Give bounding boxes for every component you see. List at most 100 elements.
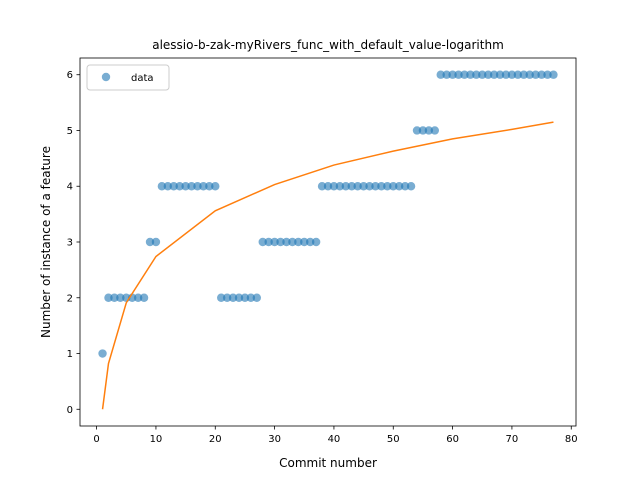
data-point (234, 293, 244, 302)
x-tick-label: 10 (150, 434, 163, 445)
data-point (341, 182, 350, 191)
plot-area: 0 10 20 30 40 50 60 70 80 0 1 2 3 4 5 6 data (67, 57, 578, 445)
data-point (157, 182, 167, 191)
axes-frame (79, 57, 577, 427)
data-point (460, 70, 469, 79)
data-point (169, 182, 178, 191)
data-point (133, 293, 143, 302)
data-point (549, 70, 558, 79)
legend-label: data (131, 73, 154, 84)
data-point (466, 70, 475, 79)
data-point (543, 70, 552, 79)
data-point (335, 182, 345, 191)
data-point (472, 70, 481, 79)
data-point (507, 70, 517, 79)
data-point (371, 182, 380, 191)
data-point (394, 182, 404, 191)
data-point (412, 126, 422, 135)
data-point (478, 70, 487, 79)
data-point (424, 126, 434, 135)
data-point (406, 182, 416, 191)
data-point (300, 237, 309, 247)
data-point (139, 293, 149, 302)
data-point (329, 182, 339, 191)
data-point (359, 182, 368, 191)
data-point (525, 70, 534, 79)
data-point (418, 126, 428, 135)
data-point (98, 349, 107, 358)
x-tick-label: 60 (446, 434, 459, 445)
data-point (246, 293, 256, 302)
y-tick-label: 2 (67, 293, 73, 304)
data-point (110, 293, 119, 302)
data-point (211, 182, 220, 191)
data-point (377, 182, 386, 191)
data-point (489, 70, 499, 79)
data-point (311, 237, 321, 247)
chart-title: alessio-b-zak-myRivers_func_with_default… (152, 38, 504, 52)
x-tick-label: 70 (506, 434, 519, 445)
data-point (436, 70, 445, 79)
data-point (199, 182, 208, 191)
x-tick-label: 20 (209, 434, 222, 445)
data-point (175, 182, 184, 191)
data-point (193, 182, 202, 191)
x-tick-label: 40 (328, 434, 341, 445)
y-tick-label: 5 (67, 126, 73, 137)
data-point (252, 293, 262, 302)
data-point (365, 182, 374, 191)
y-tick-label: 0 (67, 405, 73, 416)
y-tick-label: 4 (67, 182, 73, 193)
data-point (383, 182, 392, 191)
x-axis-label: Commit number (279, 456, 377, 470)
data-point (531, 70, 540, 79)
x-tick-label: 80 (565, 434, 578, 445)
fit-line (101, 121, 554, 410)
legend: data (86, 64, 170, 91)
data-point (519, 70, 528, 79)
data-point (495, 70, 505, 79)
data-point (454, 70, 463, 79)
data-point (228, 293, 238, 302)
data-point (442, 70, 451, 79)
data-point (400, 182, 410, 191)
data-point (306, 237, 315, 247)
y-tick-label: 3 (67, 238, 73, 249)
x-tick-label: 50 (387, 434, 400, 445)
data-point (264, 237, 273, 247)
data-point (323, 182, 333, 191)
y-tick-label: 6 (67, 70, 73, 81)
x-tick-label: 30 (268, 434, 281, 445)
data-point (145, 237, 155, 247)
data-point (217, 293, 226, 302)
data-point (353, 182, 362, 191)
data-point (116, 293, 125, 302)
legend-marker (101, 72, 111, 82)
data-point (430, 126, 439, 135)
data-point (347, 182, 356, 191)
data-point (317, 182, 327, 191)
data-point (181, 182, 190, 191)
data-point (448, 70, 457, 79)
data-point (288, 237, 297, 247)
data-point (276, 237, 285, 247)
data-point (187, 182, 196, 191)
data-point (501, 70, 511, 79)
data-point (163, 182, 173, 191)
data-point (205, 182, 214, 191)
data-point (513, 70, 523, 79)
data-point (282, 237, 291, 247)
data-point (389, 182, 398, 191)
data-point (222, 293, 232, 302)
y-axis-label: Number of instance of a feature (39, 146, 53, 338)
data-point (151, 237, 161, 247)
data-point (240, 293, 250, 302)
data-point (258, 237, 267, 247)
data-point (270, 237, 279, 247)
data-point (104, 293, 113, 302)
data-point (537, 70, 546, 79)
legend-box (86, 64, 170, 91)
y-tick-label: 1 (67, 349, 73, 360)
data-point (294, 237, 303, 247)
